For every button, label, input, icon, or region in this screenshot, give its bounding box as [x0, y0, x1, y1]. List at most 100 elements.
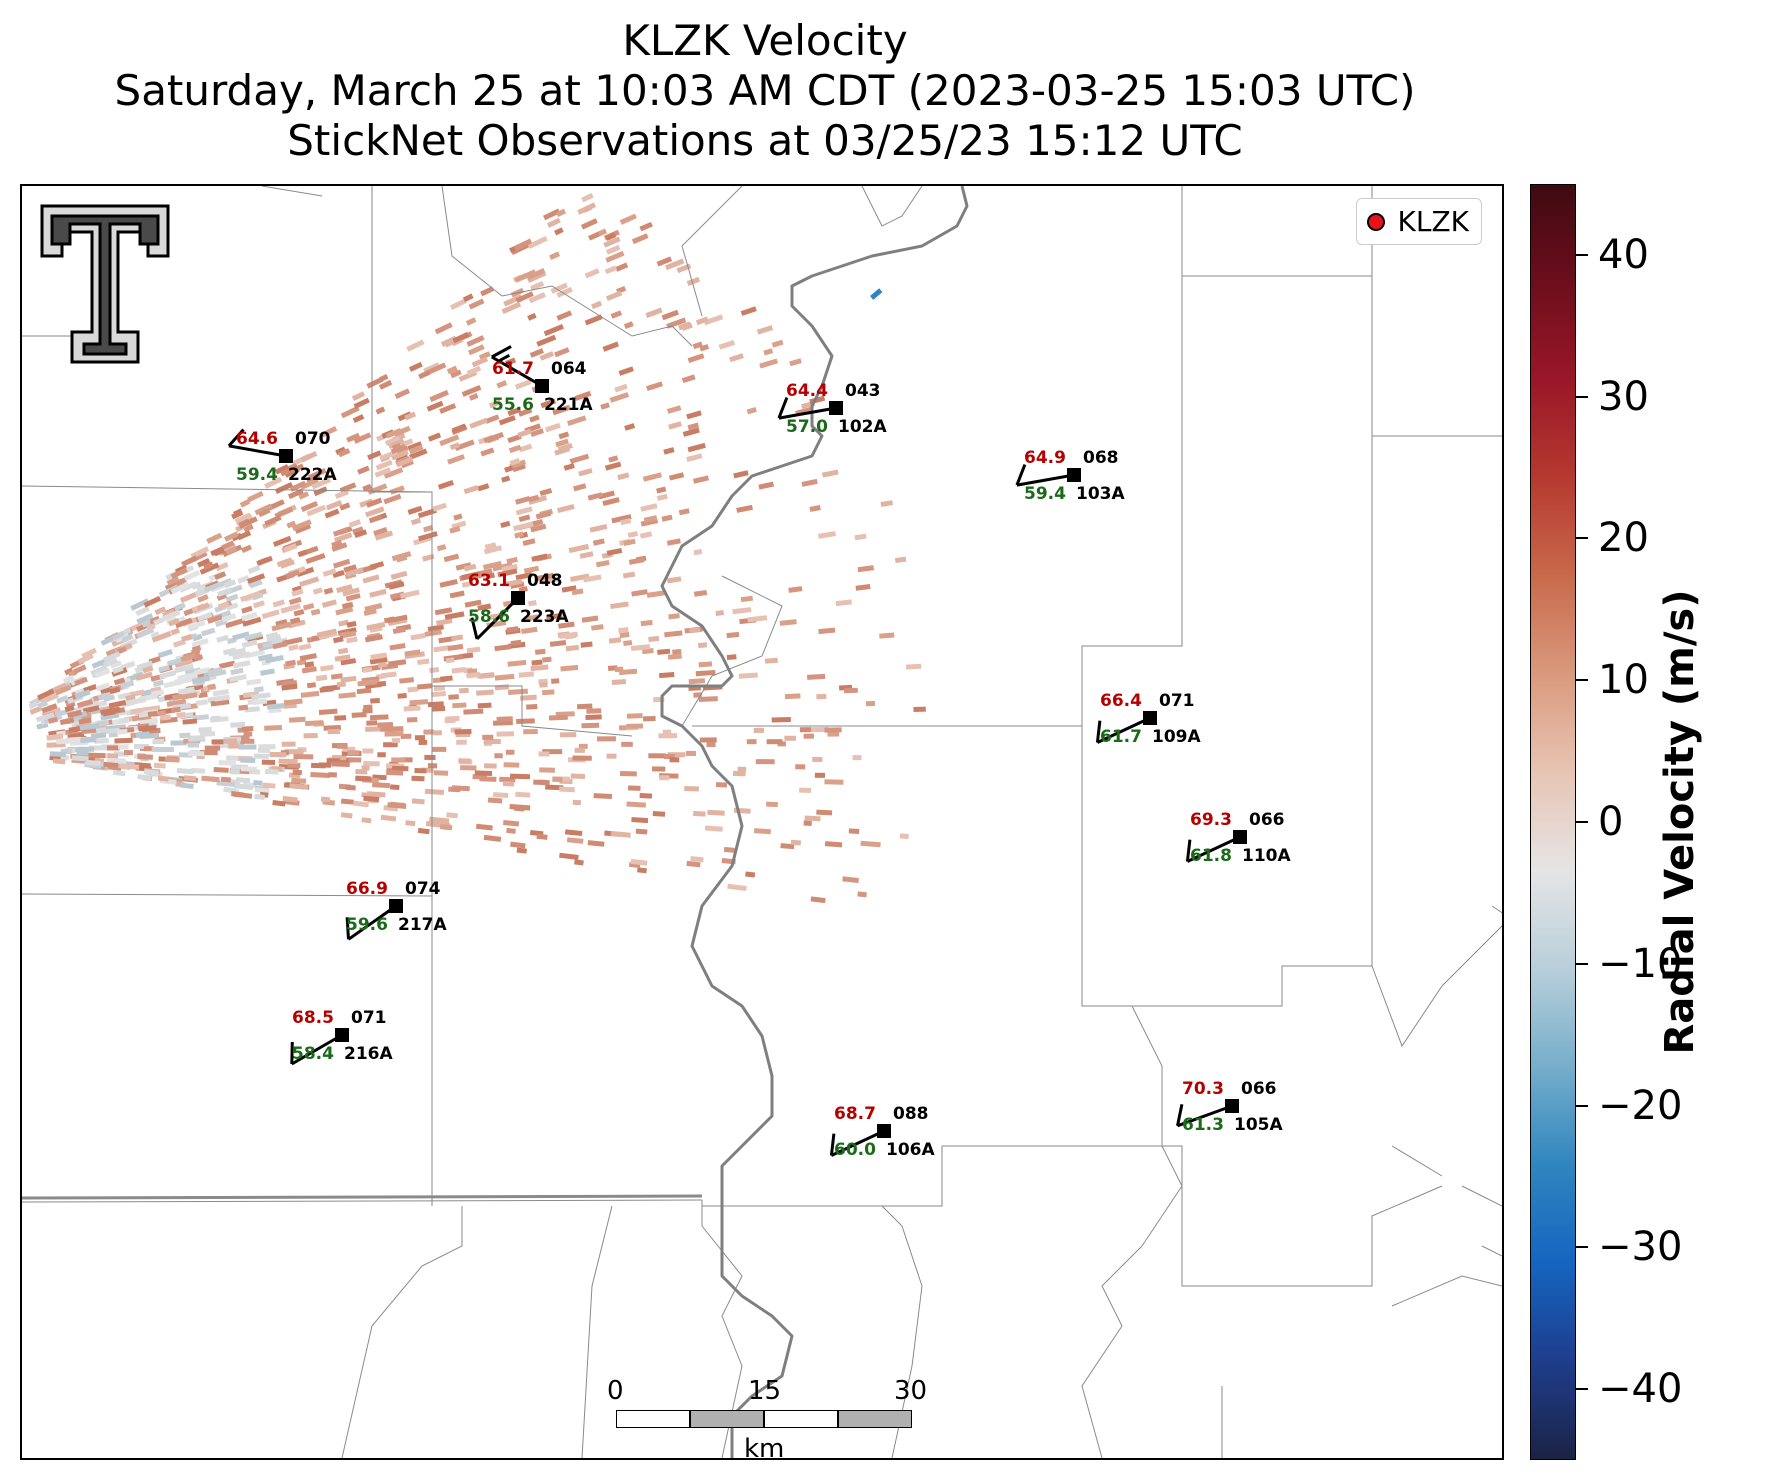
velocity-gate	[221, 540, 235, 551]
velocity-gate	[848, 828, 860, 835]
velocity-gate	[174, 663, 194, 674]
velocity-gate	[540, 398, 557, 409]
velocity-gate	[218, 760, 236, 766]
velocity-gate	[363, 795, 380, 803]
colorbar-tick-label: −20	[1598, 1082, 1683, 1129]
velocity-gate	[506, 827, 516, 834]
velocity-gate	[810, 896, 826, 904]
velocity-gate	[530, 280, 545, 291]
velocity-gate	[686, 453, 703, 462]
velocity-gate	[789, 358, 802, 367]
velocity-gate	[370, 697, 380, 704]
velocity-gate	[566, 837, 584, 844]
velocity-gate	[336, 743, 348, 749]
station-plot-106A[interactable]: 68.7 088 60.0 106A	[829, 1104, 935, 1160]
velocity-gate	[331, 542, 348, 552]
velocity-gate	[630, 858, 648, 866]
velocity-gate	[214, 571, 227, 581]
station-dewpoint: 61.8	[1190, 846, 1232, 866]
velocity-gate	[496, 716, 513, 722]
station-temperature: 70.3	[1182, 1079, 1224, 1099]
velocity-gate	[518, 514, 531, 523]
velocity-field	[28, 192, 926, 904]
velocity-gate	[305, 472, 321, 483]
velocity-gate	[231, 510, 244, 520]
station-plot-216A[interactable]: 68.5 071 58.4 216A	[290, 1008, 394, 1066]
velocity-gate	[386, 769, 404, 776]
velocity-gate	[835, 599, 852, 607]
velocity-gate	[524, 614, 539, 622]
station-plot-110A[interactable]: 69.3 066 61.8 110A	[1185, 810, 1291, 866]
velocity-gate	[542, 689, 555, 696]
velocity-gate	[120, 680, 135, 689]
velocity-gate	[365, 506, 385, 518]
station-plot-217A[interactable]: 66.9 074 59.6 217A	[345, 879, 447, 941]
velocity-gate	[367, 450, 382, 461]
velocity-gate	[414, 767, 427, 774]
velocity-gate	[241, 726, 254, 732]
velocity-gate	[195, 699, 208, 706]
velocity-gate	[143, 595, 162, 608]
velocity-gate	[527, 236, 548, 250]
velocity-gate	[651, 766, 666, 772]
velocity-gate	[619, 668, 638, 676]
scale-tick-15: 15	[748, 1376, 782, 1406]
velocity-gate	[506, 556, 518, 565]
chart-title: KLZK Velocity	[622, 16, 908, 65]
velocity-gate	[91, 658, 108, 669]
velocity-gate	[167, 656, 186, 667]
velocity-gate	[232, 651, 251, 661]
velocity-gate	[331, 539, 343, 548]
velocity-gate	[501, 475, 511, 483]
colorbar-tick-label: −30	[1598, 1224, 1683, 1271]
velocity-gate	[621, 741, 633, 747]
velocity-gate	[664, 630, 683, 638]
velocity-gate	[383, 742, 398, 748]
radar-map[interactable]: KLZK 61.7 064 55.6 221A 64.6 070 59.4 222A 64.4 0…	[20, 184, 1504, 1460]
velocity-gate	[310, 772, 330, 779]
velocity-gate	[639, 793, 653, 799]
velocity-gate	[554, 446, 571, 456]
station-plot-222A[interactable]: 64.6 070 59.4 222A	[227, 428, 338, 485]
station-plot-103A[interactable]: 64.9 068 59.4 103A	[1015, 448, 1126, 504]
velocity-gate	[362, 574, 380, 584]
velocity-gate	[102, 657, 118, 668]
velocity-gate	[244, 631, 263, 642]
velocity-gate	[753, 828, 771, 835]
velocity-gate	[484, 414, 500, 424]
velocity-gate	[107, 745, 120, 751]
station-plot-102A[interactable]: 64.4 043 57.0 102A	[777, 381, 888, 437]
station-plot-223A[interactable]: 63.1 048 58.6 223A	[468, 571, 569, 641]
station-plot-109A[interactable]: 66.4 071 61.7 109A	[1095, 691, 1201, 747]
velocity-gate	[539, 351, 555, 361]
velocity-gate	[718, 340, 736, 350]
velocity-gate	[821, 469, 839, 478]
velocity-gate	[727, 883, 747, 891]
velocity-gate	[615, 262, 629, 272]
velocity-gate	[758, 481, 775, 490]
velocity-gate	[444, 717, 456, 724]
velocity-gate	[256, 555, 273, 567]
velocity-gate	[223, 579, 237, 589]
velocity-gate	[191, 638, 209, 648]
station-plot-105A[interactable]: 70.3 066 61.3 105A	[1176, 1079, 1284, 1135]
velocity-gate	[880, 500, 893, 508]
station-plot-221A[interactable]: 61.7 064 55.6 221A	[491, 345, 594, 416]
velocity-gate	[558, 431, 570, 440]
velocity-gate	[681, 322, 693, 331]
velocity-gate	[656, 493, 668, 501]
velocity-gate	[518, 407, 533, 417]
velocity-gate	[539, 767, 555, 773]
velocity-gate	[383, 616, 396, 624]
velocity-gate	[507, 688, 529, 695]
station-dewpoint: 58.4	[292, 1044, 334, 1064]
velocity-gate	[311, 762, 326, 769]
velocity-gate	[408, 444, 424, 455]
velocity-gate	[544, 422, 561, 433]
colorbar-title: Radial Velocity (m/s)	[1657, 589, 1703, 1055]
velocity-gate	[197, 594, 209, 603]
velocity-gate	[666, 576, 682, 584]
velocity-gate	[818, 627, 836, 635]
velocity-gate	[745, 871, 756, 878]
velocity-gate	[357, 679, 378, 687]
